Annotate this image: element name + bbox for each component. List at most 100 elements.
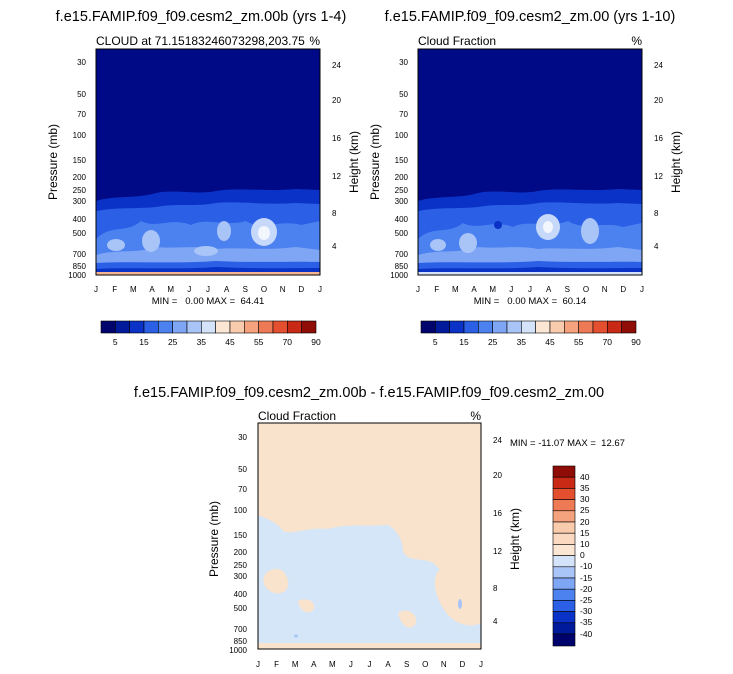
panel-1-colorbar: 5 15 25 35 45 55 70 90 [100, 320, 321, 347]
panel-1-ytick-50: 50 [77, 90, 86, 99]
panel-3-ytick-30: 30 [238, 433, 247, 442]
panel-2-title: f.e15.FAMIP.f09_f09.cesm2_zm.00 (yrs 1-1… [385, 9, 676, 25]
panel-1-ytick-300: 300 [73, 197, 87, 206]
panel-1-cb-label-90: 90 [311, 337, 321, 347]
panel-2-cb-swatch-11 [564, 320, 579, 334]
panel-3-cb-label-40: 40 [580, 472, 590, 482]
panel-3-cb-label-m20: -20 [580, 584, 593, 594]
panel-1-cb-swatch-1 [100, 320, 116, 334]
panel-2-xtick-5: M [489, 285, 496, 294]
panel-3-xtick-5: M [329, 660, 336, 669]
panel-2-cb-swatch-13 [592, 320, 608, 334]
panel-1-left-subtitle: CLOUD at 71.15183246073298,203.75 [96, 34, 305, 48]
panel-3-htick-4: 4 [493, 617, 498, 626]
panel-1-ytick-30: 30 [77, 58, 86, 67]
panel-2-ylabel-right: Height (km) [669, 131, 683, 193]
panel-1-ytick-700: 700 [73, 250, 87, 259]
panel-1-stats: MIN = 0.00 MAX = 64.41 [152, 296, 264, 307]
panel-3-ytick-1000: 1000 [229, 646, 247, 655]
panel-2: f.e15.FAMIP.f09_f09.cesm2_zm.00 (yrs 1-1… [368, 9, 683, 347]
panel-1-cb-swatch-3 [129, 320, 145, 334]
panel-3-htick-24: 24 [493, 436, 502, 445]
panel-1-cb-swatch-14 [287, 320, 302, 334]
panel-2-cb-label-55: 55 [574, 337, 584, 347]
panel-3-cb-label-m15: -15 [580, 573, 593, 583]
panel-1-cb-swatch-12 [258, 320, 274, 334]
panel-3-positive-bottom [258, 643, 481, 649]
panel-1-ytick-70: 70 [77, 110, 86, 119]
panel-1-blob-4 [217, 221, 231, 241]
panel-3-ytick-100: 100 [234, 506, 248, 515]
panel-3-cb-swatch-1 [552, 465, 576, 478]
panel-2-cb-label-45: 45 [545, 337, 555, 347]
panel-1-cb-label-15: 15 [139, 337, 149, 347]
panel-2-ytick-500: 500 [395, 229, 409, 238]
panel-3-cb-label-m10: -10 [580, 561, 593, 571]
panel-2-cb-swatch-8 [521, 320, 536, 334]
panel-1-htick-20: 20 [332, 96, 341, 105]
panel-3-positive-patch-4 [398, 610, 417, 628]
panel-3-ytick-250: 250 [234, 561, 248, 570]
panel-1-ylabel-right: Height (km) [347, 131, 361, 193]
panel-1-xtick-13: J [318, 285, 322, 294]
panel-2-htick-24: 24 [654, 61, 663, 70]
panel-1-cb-label-55: 55 [254, 337, 264, 347]
panel-1-htick-4: 4 [332, 242, 337, 251]
panel-1-xtick-6: J [187, 285, 191, 294]
panel-1-ytick-400: 400 [73, 215, 87, 224]
panel-1-cb-label-35: 35 [197, 337, 207, 347]
panel-1-cb-swatch-7 [186, 320, 202, 334]
panel-3-positive-patch-1 [263, 568, 289, 594]
panel-3-cb-label-35: 35 [580, 483, 590, 493]
panel-3-cb-swatch-12 [552, 588, 576, 601]
panel-2-ytick-70: 70 [399, 110, 408, 119]
panel-1-cb-label-45: 45 [225, 337, 235, 347]
panel-3-cb-label-m40: -40 [580, 629, 593, 639]
panel-3-ytick-200: 200 [234, 548, 248, 557]
panel-3-xtick-6: J [349, 660, 353, 669]
panel-3-xtick-2: F [274, 660, 279, 669]
panel-2-cb-swatch-2 [435, 320, 450, 334]
panel-2-cb-label-5: 5 [433, 337, 438, 347]
panel-1-xtick-4: A [149, 285, 155, 294]
panel-2-cb-swatch-7 [506, 320, 522, 334]
panel-2-xtick-12: D [620, 285, 626, 294]
panel-3-cb-label-m25: -25 [580, 595, 593, 605]
panel-3-colorbar: 40 35 30 25 20 15 10 0 -10 -15 -20 -25 -… [552, 465, 593, 647]
panel-2-cb-swatch-12 [578, 320, 594, 334]
panel-3-right-subtitle: % [470, 409, 481, 423]
panel-3-positive-patch-3 [298, 599, 315, 613]
panel-2-htick-4: 4 [654, 242, 659, 251]
panel-3: f.e15.FAMIP.f09_f09.cesm2_zm.00b - f.e15… [134, 385, 625, 669]
panel-2-colorbar: 5 15 25 35 45 55 70 90 [420, 320, 641, 347]
panel-1-cb-swatch-11 [244, 320, 259, 334]
panel-2-cb-label-70: 70 [603, 337, 613, 347]
panel-3-xtick-13: J [479, 660, 483, 669]
panel-3-cb-label-m35: -35 [580, 617, 593, 627]
panel-1-cb-swatch-13 [272, 320, 288, 334]
panel-1-xtick-7: J [206, 285, 210, 294]
panel-3-xtick-9: S [404, 660, 409, 669]
panel-2-blob-6 [430, 239, 446, 251]
panel-2-xtick-2: F [434, 285, 439, 294]
panel-2-cb-swatch-5 [478, 320, 493, 334]
panel-1-cb-swatch-8 [201, 320, 216, 334]
panel-3-positive-patch-2 [434, 567, 481, 626]
panel-3-cb-swatch-13 [552, 600, 576, 612]
panel-1-xtick-2: F [112, 285, 117, 294]
panel-1-htick-24: 24 [332, 61, 341, 70]
panel-2-cb-label-25: 25 [488, 337, 498, 347]
panel-1-cb-swatch-10 [229, 320, 245, 334]
panel-3-htick-16: 16 [493, 509, 502, 518]
panel-3-title: f.e15.FAMIP.f09_f09.cesm2_zm.00b - f.e15… [134, 385, 604, 401]
panel-3-ytick-50: 50 [238, 465, 247, 474]
panel-1-ytick-100: 100 [73, 131, 87, 140]
panel-1-cb-swatch-2 [115, 320, 130, 334]
panel-3-cb-swatch-2 [552, 476, 576, 489]
panel-2-xtick-11: N [602, 285, 608, 294]
panel-1-ylabel: Pressure (mb) [46, 124, 60, 200]
panel-3-ytick-150: 150 [234, 531, 248, 540]
panel-1-ytick-150: 150 [73, 156, 87, 165]
panel-2-xtick-4: A [471, 285, 477, 294]
panel-1-right-subtitle: % [309, 34, 320, 48]
